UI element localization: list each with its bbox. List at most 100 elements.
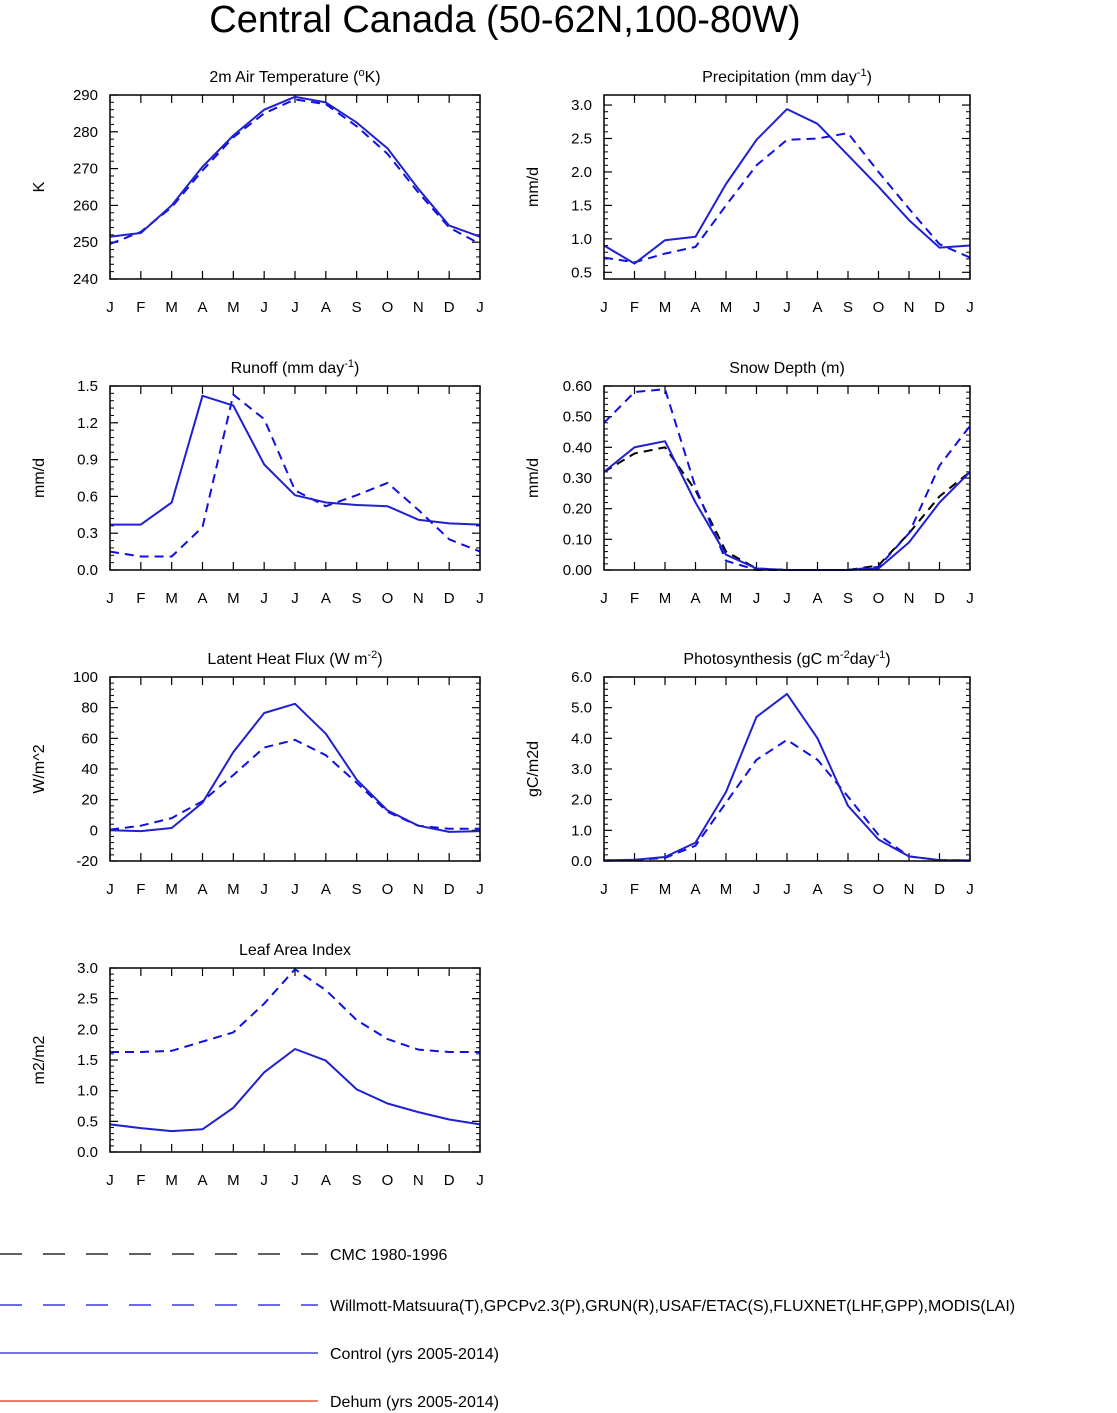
x-tick-label: J bbox=[783, 299, 791, 316]
y-tick-label: 60 bbox=[81, 730, 98, 747]
x-tick-label: M bbox=[659, 299, 672, 316]
x-tick-label: M bbox=[227, 590, 240, 607]
x-tick-label: A bbox=[197, 590, 207, 607]
x-tick-label: J bbox=[291, 881, 299, 898]
x-tick-label: J bbox=[476, 881, 484, 898]
y-tick-label: 5.0 bbox=[571, 700, 592, 717]
y-tick-label: 2.0 bbox=[571, 792, 592, 809]
x-tick-label: J bbox=[260, 1172, 268, 1189]
x-tick-label: M bbox=[659, 881, 672, 898]
x-tick-label: J bbox=[476, 590, 484, 607]
y-tick-label: 240 bbox=[73, 271, 98, 288]
x-tick-label: F bbox=[136, 1172, 145, 1189]
chart-panel-2: Precipitation (mm day-1) mm/d 0.5 1.0 1.5 2.0… bbox=[525, 67, 974, 316]
y-tick-label: 1.0 bbox=[571, 822, 592, 839]
y-tick-label: 2.5 bbox=[77, 991, 98, 1008]
x-tick-label: F bbox=[136, 299, 145, 316]
chart-panel-1: 2m Air Temperature (oK) K 240 250 260 270 280 2… bbox=[31, 67, 484, 316]
x-tick-label: D bbox=[934, 299, 945, 316]
x-tick-label: J bbox=[291, 590, 299, 607]
x-tick-label: J bbox=[476, 1172, 484, 1189]
x-tick-label: A bbox=[812, 299, 822, 316]
plot-frame bbox=[109, 676, 481, 862]
x-tick-label: A bbox=[690, 590, 700, 607]
y-tick-label: 1.0 bbox=[77, 1083, 98, 1100]
y-axis-label: K bbox=[31, 181, 48, 192]
y-tick-label: 0.5 bbox=[77, 1113, 98, 1130]
series-line-grun bbox=[109, 393, 481, 558]
series-line-willmott-matsuura bbox=[109, 98, 481, 245]
plot-frame bbox=[603, 385, 971, 571]
series-line-fluxnet bbox=[109, 738, 480, 831]
legend-label-1: CMC 1980-1996 bbox=[330, 1247, 448, 1264]
x-tick-label: A bbox=[321, 1172, 331, 1189]
x-tick-label: M bbox=[165, 590, 178, 607]
x-tick-label: S bbox=[843, 299, 853, 316]
y-axis-label: W/m^2 bbox=[31, 744, 48, 793]
x-tick-label: A bbox=[812, 881, 822, 898]
x-tick-label: M bbox=[720, 590, 733, 607]
series-line-gpcpv2-3 bbox=[603, 132, 971, 264]
series-line-control bbox=[603, 108, 971, 265]
x-tick-label: F bbox=[136, 881, 145, 898]
plot-frame bbox=[109, 385, 481, 571]
series-line-control bbox=[109, 95, 481, 238]
y-tick-label: 1.0 bbox=[571, 231, 592, 248]
y-tick-label: 1.2 bbox=[77, 415, 98, 432]
y-tick-label: 0.6 bbox=[77, 488, 98, 505]
y-tick-label: 3.0 bbox=[571, 761, 592, 778]
chart-panel-4: Snow Depth (m) mm/d 0.00 0.10 0.20 0.30 0.40 0.… bbox=[525, 360, 974, 607]
y-tick-label: 0.10 bbox=[563, 531, 592, 548]
y-tick-label: 0.00 bbox=[563, 562, 592, 579]
chart-title: Leaf Area Index bbox=[239, 942, 351, 959]
x-tick-label: O bbox=[382, 299, 394, 316]
y-tick-label: 40 bbox=[81, 761, 98, 778]
series-line-modis bbox=[110, 968, 480, 1053]
x-tick-label: O bbox=[873, 590, 885, 607]
chart-title: Precipitation (mm day-1) bbox=[702, 67, 872, 86]
y-axis-label: gC/m2d bbox=[525, 741, 542, 797]
page-title: Central Canada (50-62N,100-80W) bbox=[209, 0, 801, 41]
x-tick-label: J bbox=[260, 881, 268, 898]
chart-panel-7: Leaf Area Index m2/m2 0.0 0.5 1.0 1.5 2.0 2.5 3.… bbox=[31, 942, 484, 1189]
x-tick-label: D bbox=[444, 881, 455, 898]
x-tick-label: A bbox=[690, 881, 700, 898]
x-tick-label: N bbox=[904, 590, 915, 607]
x-tick-label: M bbox=[227, 1172, 240, 1189]
y-tick-label: 20 bbox=[81, 792, 98, 809]
y-tick-label: 0.0 bbox=[77, 562, 98, 579]
x-tick-label: N bbox=[904, 299, 915, 316]
x-tick-label: N bbox=[904, 881, 915, 898]
y-tick-label: 290 bbox=[73, 87, 98, 104]
x-tick-label: J bbox=[476, 299, 484, 316]
y-axis-label: mm/d bbox=[31, 458, 48, 498]
y-tick-label: 0.50 bbox=[563, 409, 592, 426]
x-tick-label: N bbox=[413, 881, 424, 898]
legend-label-4: Dehum (yrs 2005-2014) bbox=[330, 1394, 499, 1411]
x-tick-label: J bbox=[106, 590, 114, 607]
x-tick-label: J bbox=[260, 299, 268, 316]
series-line-control bbox=[603, 692, 971, 862]
x-tick-label: M bbox=[720, 881, 733, 898]
chart-panel-6: Photosynthesis (gC m-2day-1) gC/m2d 0.0 1.0… bbox=[525, 649, 974, 898]
x-tick-label: M bbox=[165, 299, 178, 316]
x-tick-label: J bbox=[106, 299, 114, 316]
legend-label-3: Control (yrs 2005-2014) bbox=[330, 1346, 499, 1363]
y-tick-label: 0.20 bbox=[563, 501, 592, 518]
x-tick-label: J bbox=[966, 590, 974, 607]
x-tick-label: N bbox=[413, 1172, 424, 1189]
x-tick-label: J bbox=[966, 881, 974, 898]
x-tick-label: M bbox=[227, 881, 240, 898]
chart-panel-5: Latent Heat Flux (W m-2) W/m^2 -20 0 20 40 60 8… bbox=[31, 649, 484, 898]
x-tick-label: J bbox=[783, 590, 791, 607]
y-tick-label: 2.0 bbox=[77, 1021, 98, 1038]
x-tick-label: A bbox=[321, 881, 331, 898]
x-tick-label: J bbox=[291, 299, 299, 316]
y-tick-label: 3.0 bbox=[571, 97, 592, 114]
x-tick-label: J bbox=[753, 299, 761, 316]
x-tick-label: M bbox=[165, 1172, 178, 1189]
x-tick-label: D bbox=[444, 590, 455, 607]
y-tick-label: 270 bbox=[73, 161, 98, 178]
legend-label-2: Willmott-Matsuura(T),GPCPv2.3(P),GRUN(R)… bbox=[330, 1298, 1015, 1315]
x-tick-label: O bbox=[873, 299, 885, 316]
